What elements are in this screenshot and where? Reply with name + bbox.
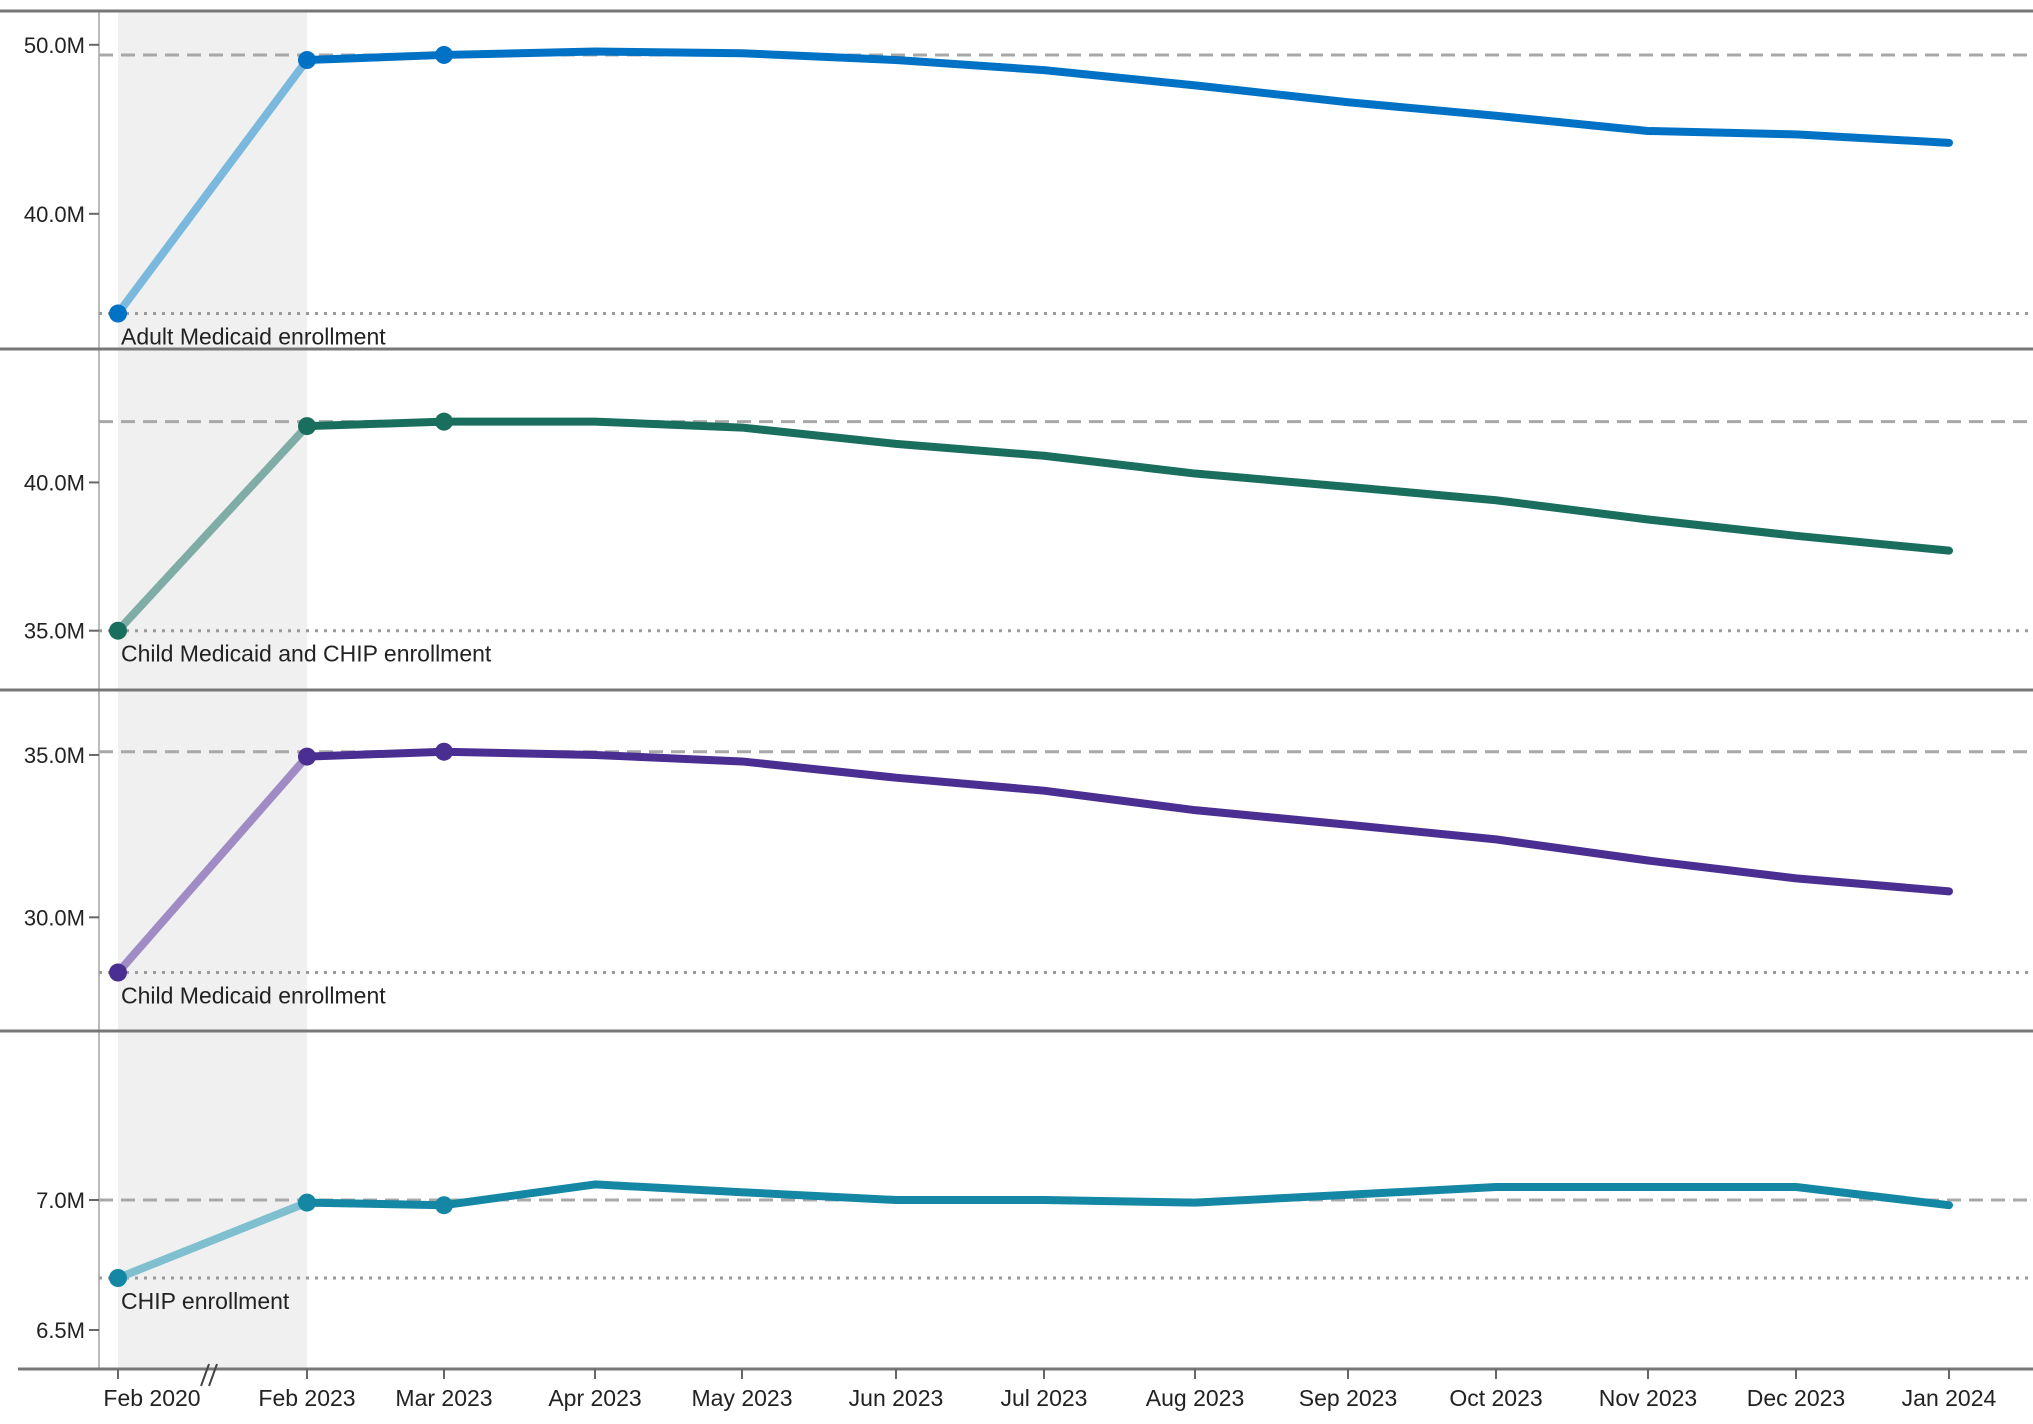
- data-point-marker: [298, 747, 316, 766]
- y-tick-label: 50.0M: [24, 33, 85, 58]
- x-tick-label: May 2023: [691, 1385, 792, 1411]
- y-tick-label: 40.0M: [24, 202, 85, 227]
- panel-label: Adult Medicaid enrollment: [121, 324, 386, 350]
- data-point-marker: [435, 45, 453, 64]
- x-tick-label: Dec 2023: [1747, 1385, 1845, 1411]
- x-tick-label: Aug 2023: [1146, 1385, 1244, 1411]
- x-tick-label: Jun 2023: [849, 1385, 944, 1411]
- axis-break-marker: [200, 1363, 218, 1387]
- pre-period-segment: [114, 56, 311, 318]
- y-tick-label: 7.0M: [36, 1188, 85, 1213]
- y-tick-label: 40.0M: [24, 470, 85, 495]
- data-point-marker: [298, 1193, 316, 1212]
- y-tick-label: 35.0M: [24, 619, 85, 644]
- pre-period-segment: [114, 422, 311, 635]
- series-line: [303, 47, 1953, 147]
- data-point-marker: [109, 304, 127, 323]
- data-point-marker: [109, 621, 127, 640]
- y-tick-label: 30.0M: [24, 905, 85, 930]
- panel-label: CHIP enrollment: [121, 1288, 290, 1314]
- y-tick-label: 6.5M: [36, 1318, 85, 1343]
- panel-label: Child Medicaid and CHIP enrollment: [121, 641, 492, 667]
- panel: 40.0M 50.0M Adult Medicaid enrollment: [24, 33, 2033, 350]
- x-tick-label: Nov 2023: [1599, 1385, 1697, 1411]
- x-tick-label: Oct 2023: [1449, 1385, 1542, 1411]
- data-point-marker: [435, 412, 453, 431]
- pre-period-segment: [114, 1198, 311, 1282]
- data-point-marker: [298, 51, 316, 70]
- data-point-marker: [298, 417, 316, 436]
- series-line: [303, 417, 1953, 555]
- x-tick-label: Feb 2023: [258, 1385, 355, 1411]
- pre-period-segment: [114, 752, 311, 977]
- x-tick-label: Sep 2023: [1299, 1385, 1397, 1411]
- axis-break-stroke: [208, 1363, 218, 1387]
- x-tick-label: Apr 2023: [548, 1385, 641, 1411]
- panel: 35.0M 40.0M Child Medicaid and CHIP enroll…: [24, 412, 2033, 667]
- data-point-marker: [435, 742, 453, 761]
- data-point-marker: [109, 1269, 127, 1287]
- y-tick-label: 35.0M: [24, 743, 85, 768]
- data-point-marker: [435, 1196, 453, 1215]
- x-tick-label: Jan 2024: [1902, 1385, 1997, 1411]
- panel: 6.5M 7.0M CHIP enrollment: [36, 1180, 2033, 1343]
- series-line: [303, 747, 1953, 896]
- panel: 30.0M 35.0M Child Medicaid enrollment: [24, 742, 2033, 1009]
- x-tick-label: Jul 2023: [1001, 1385, 1088, 1411]
- axis-break-stroke: [200, 1363, 210, 1387]
- x-tick-label: Feb 2020: [103, 1385, 200, 1411]
- panel-label: Child Medicaid enrollment: [121, 983, 386, 1009]
- series-line: [303, 1180, 1953, 1210]
- x-tick-label: Mar 2023: [395, 1385, 492, 1411]
- data-point-marker: [109, 963, 127, 982]
